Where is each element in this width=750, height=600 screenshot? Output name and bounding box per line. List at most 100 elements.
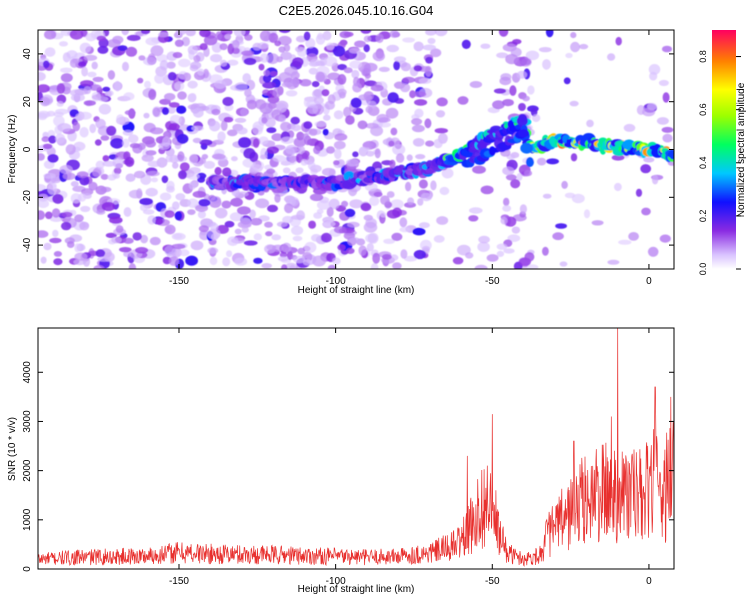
spectrogram-cell [503, 248, 515, 254]
spectrogram-cell [293, 137, 306, 148]
spectrogram-cell [500, 216, 508, 225]
spectrogram-cell [311, 234, 322, 242]
spectrogram-cell [439, 186, 450, 196]
spectrogram-cell [165, 154, 173, 163]
spectrogram-cell [264, 117, 276, 128]
spectrogram-cell [145, 187, 158, 197]
spectrogram-cell [147, 160, 162, 168]
spectrogram-cell [427, 37, 436, 45]
spectrogram-cell [525, 50, 540, 61]
spectrogram-cell [43, 173, 56, 179]
spectrogram-cell [38, 84, 50, 93]
spectrogram-cell [272, 155, 286, 163]
spectrogram-cell [79, 42, 92, 54]
spectrogram-cell [393, 56, 407, 63]
snr-x-axis: -150 -100 -50 0 [169, 328, 652, 587]
x-tick-label: -50 [485, 276, 500, 287]
spectrogram-cell [333, 140, 346, 150]
spectrogram-cell [545, 30, 554, 38]
spectrogram-cell [349, 47, 361, 54]
spectrogram-cell [214, 207, 228, 219]
spectrogram-cell [203, 35, 218, 46]
spectrogram-cell [123, 251, 132, 258]
spectrogram-cell [266, 127, 277, 134]
spectrogram-cell [420, 192, 432, 202]
spectrogram-cell [236, 127, 248, 135]
spectrogram-cell [252, 125, 263, 135]
spectrogram-cell [367, 232, 379, 244]
spectrogram-cell [418, 77, 432, 84]
spectrogram-cell [244, 34, 253, 41]
y-tick-label: 0 [22, 566, 33, 572]
spectrogram-cell [512, 39, 522, 45]
spectrogram-cell [569, 100, 579, 107]
spectrogram-cell [91, 61, 98, 70]
y-tick-label: 4000 [22, 361, 33, 384]
spectrogram-cell [386, 209, 400, 219]
spectrogram-cell [164, 224, 176, 235]
spectrogram-cell [363, 221, 378, 233]
spectrogram-cell [57, 123, 72, 132]
spectrogram-cell [474, 264, 488, 269]
spectrogram-cell [94, 139, 102, 146]
spectrogram-cell [214, 167, 222, 176]
spectrogram-cell [122, 237, 134, 244]
spectrogram-cell [70, 93, 85, 102]
spectrogram-cell [100, 173, 109, 180]
spectrogram-cell [100, 186, 112, 193]
spectrogram-cell [565, 52, 573, 59]
spectrogram-cell [411, 118, 423, 126]
spectrogram-cell [165, 185, 175, 193]
spectrogram-cell [555, 223, 567, 229]
spectrogram-cell [156, 54, 169, 62]
spectrogram-cell [188, 153, 199, 165]
spectrogram-cell [112, 35, 124, 44]
spectrogram-cell [418, 179, 428, 189]
spectrogram-cell [307, 104, 319, 115]
spectrogram-cell [122, 129, 134, 136]
spectrogram-cell [226, 250, 233, 258]
y-tick-label: 40 [22, 48, 33, 60]
spectrogram-cell [115, 225, 124, 234]
spectrogram-cell [241, 226, 249, 233]
spectrogram-cell [199, 139, 213, 146]
spectrogram-cell [128, 263, 137, 269]
spectrogram-cell [275, 100, 289, 112]
spectrogram-cell [436, 216, 449, 225]
spectrogram-cell [434, 128, 448, 134]
spectrogram-cell [187, 80, 198, 89]
spectrogram-cell [209, 256, 218, 266]
spectrogram-cell [167, 106, 176, 114]
spectrogram-cell [259, 30, 272, 42]
spectrogram-cell [38, 193, 49, 202]
spectrogram-cell [70, 193, 82, 204]
spectrogram-cell [201, 154, 209, 160]
spectrogram-cell [185, 30, 196, 37]
spectrogram-cell [124, 110, 136, 116]
spectrogram-cell [272, 87, 281, 99]
spectrogram-cell [74, 243, 81, 253]
spectrogram-cell [389, 254, 399, 261]
spectrogram-cell [661, 126, 674, 133]
spectrogram-cell [140, 234, 149, 244]
spectrogram-cell [341, 200, 349, 208]
spectrogram-cell [264, 221, 273, 228]
spectrogram-cell [175, 193, 186, 201]
spectrogram-cell [60, 73, 73, 83]
spectrogram-cell [502, 205, 512, 212]
spectrogram-cell [390, 127, 398, 136]
spectrogram-cell [137, 77, 144, 84]
spectrogram-cell [53, 251, 63, 257]
spectrogram-cell [139, 204, 149, 212]
spectrogram-cell [400, 249, 408, 259]
spectrogram-y-label: Frequency (Hz) [7, 115, 18, 184]
spectrogram-cell [266, 146, 279, 154]
spectrogram-cell [343, 106, 352, 118]
spectrogram-cell [393, 60, 401, 71]
spectrogram-cell [147, 215, 157, 225]
spectrogram-cell [171, 243, 186, 250]
spectrogram-cell [234, 228, 242, 235]
spectrogram-cell [552, 232, 564, 241]
spectrogram-cell [378, 66, 390, 72]
spectrogram-cell [295, 35, 307, 43]
